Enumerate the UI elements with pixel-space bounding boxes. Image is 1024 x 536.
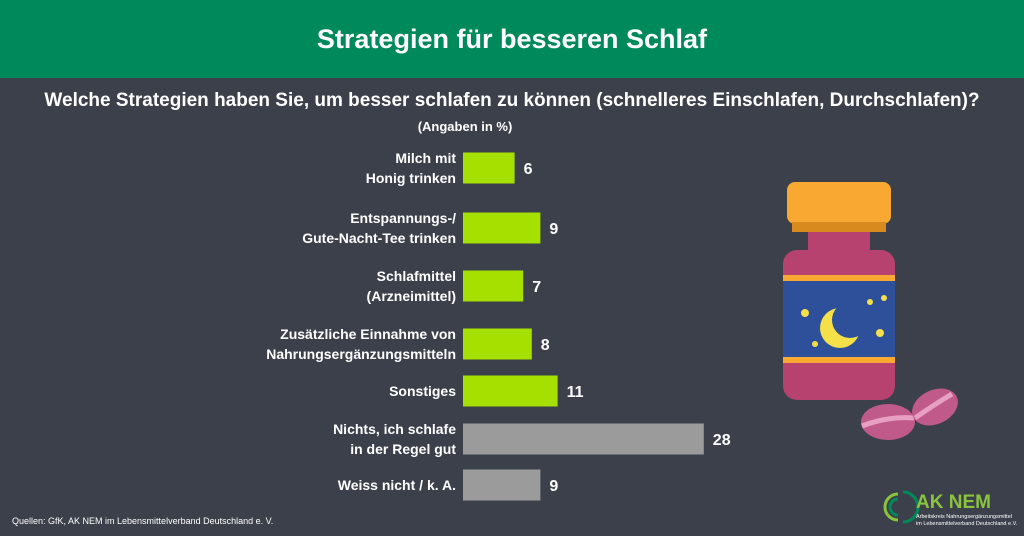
category-label: Zusätzliche Einnahme von Nahrungsergänzu… xyxy=(266,326,456,362)
bar xyxy=(463,328,532,360)
bar xyxy=(463,152,515,184)
bar xyxy=(463,270,524,302)
source: Quellen: GfK, AK NEM im Lebensmittelverb… xyxy=(12,516,274,526)
value-label: 11 xyxy=(567,384,584,401)
category-label: Weiss nicht / k. A. xyxy=(337,477,456,493)
value-label: 8 xyxy=(541,337,550,354)
unit-note: (Angaben in %) xyxy=(417,119,513,134)
logo-icon xyxy=(883,490,920,524)
category-label: Milch mit Honig trinken xyxy=(365,150,456,186)
logo-name: AK NEM xyxy=(916,492,991,513)
category-label: Schlafmittel (Arzneimittel) xyxy=(366,268,456,304)
bottle-illustration xyxy=(783,182,958,440)
category-label: Nichts, ich schlafe in der Regel gut xyxy=(333,421,456,457)
bar xyxy=(463,423,704,455)
title: Strategien für besseren Schlaf xyxy=(0,0,1024,78)
bar xyxy=(463,212,541,244)
value-label: 28 xyxy=(713,432,731,449)
bar xyxy=(463,469,541,501)
value-label: 7 xyxy=(532,279,541,296)
value-label: 6 xyxy=(524,161,533,178)
bar xyxy=(463,375,558,407)
logo-line: im Lebensmittelverband Deutschland e.V. xyxy=(916,521,1018,527)
category-label: Sonstiges xyxy=(389,383,456,399)
value-label: 9 xyxy=(549,221,558,238)
subtitle: Welche Strategien haben Sie, um besser s… xyxy=(44,90,980,111)
value-label: 9 xyxy=(549,478,558,495)
category-label: Entspannungs-/ Gute-Nacht-Tee trinken xyxy=(302,210,456,246)
logo-line: Arbeitskreis Nahrungsergänzungsmittel xyxy=(916,514,1012,520)
